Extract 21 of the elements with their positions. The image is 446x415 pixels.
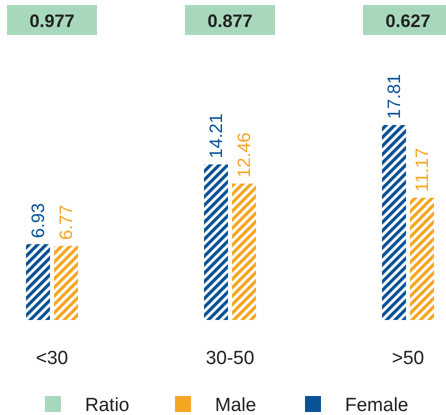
legend-label: Ratio bbox=[85, 395, 130, 415]
bar bbox=[204, 164, 228, 320]
x-tick-label: <30 bbox=[36, 348, 68, 369]
data-label: 6.77 bbox=[56, 204, 76, 240]
x-tick-label: 30-50 bbox=[206, 348, 254, 369]
data-label: 12.46 bbox=[234, 132, 254, 178]
bar bbox=[26, 244, 50, 320]
bar bbox=[54, 246, 78, 320]
x-tick-label: >50 bbox=[392, 348, 424, 369]
bar bbox=[410, 198, 434, 320]
bar bbox=[382, 125, 406, 320]
legend-label: Male bbox=[215, 395, 256, 415]
data-label: 6.93 bbox=[28, 203, 48, 238]
data-label: 14.21 bbox=[206, 113, 226, 158]
legend-label: Female bbox=[345, 395, 408, 415]
data-label: 11.17 bbox=[412, 148, 432, 192]
data-label: 17.81 bbox=[384, 74, 404, 119]
text: 0.877 bbox=[207, 11, 253, 31]
bar bbox=[232, 184, 256, 320]
text: 0.627 bbox=[385, 11, 431, 31]
text: 0.977 bbox=[29, 11, 75, 31]
